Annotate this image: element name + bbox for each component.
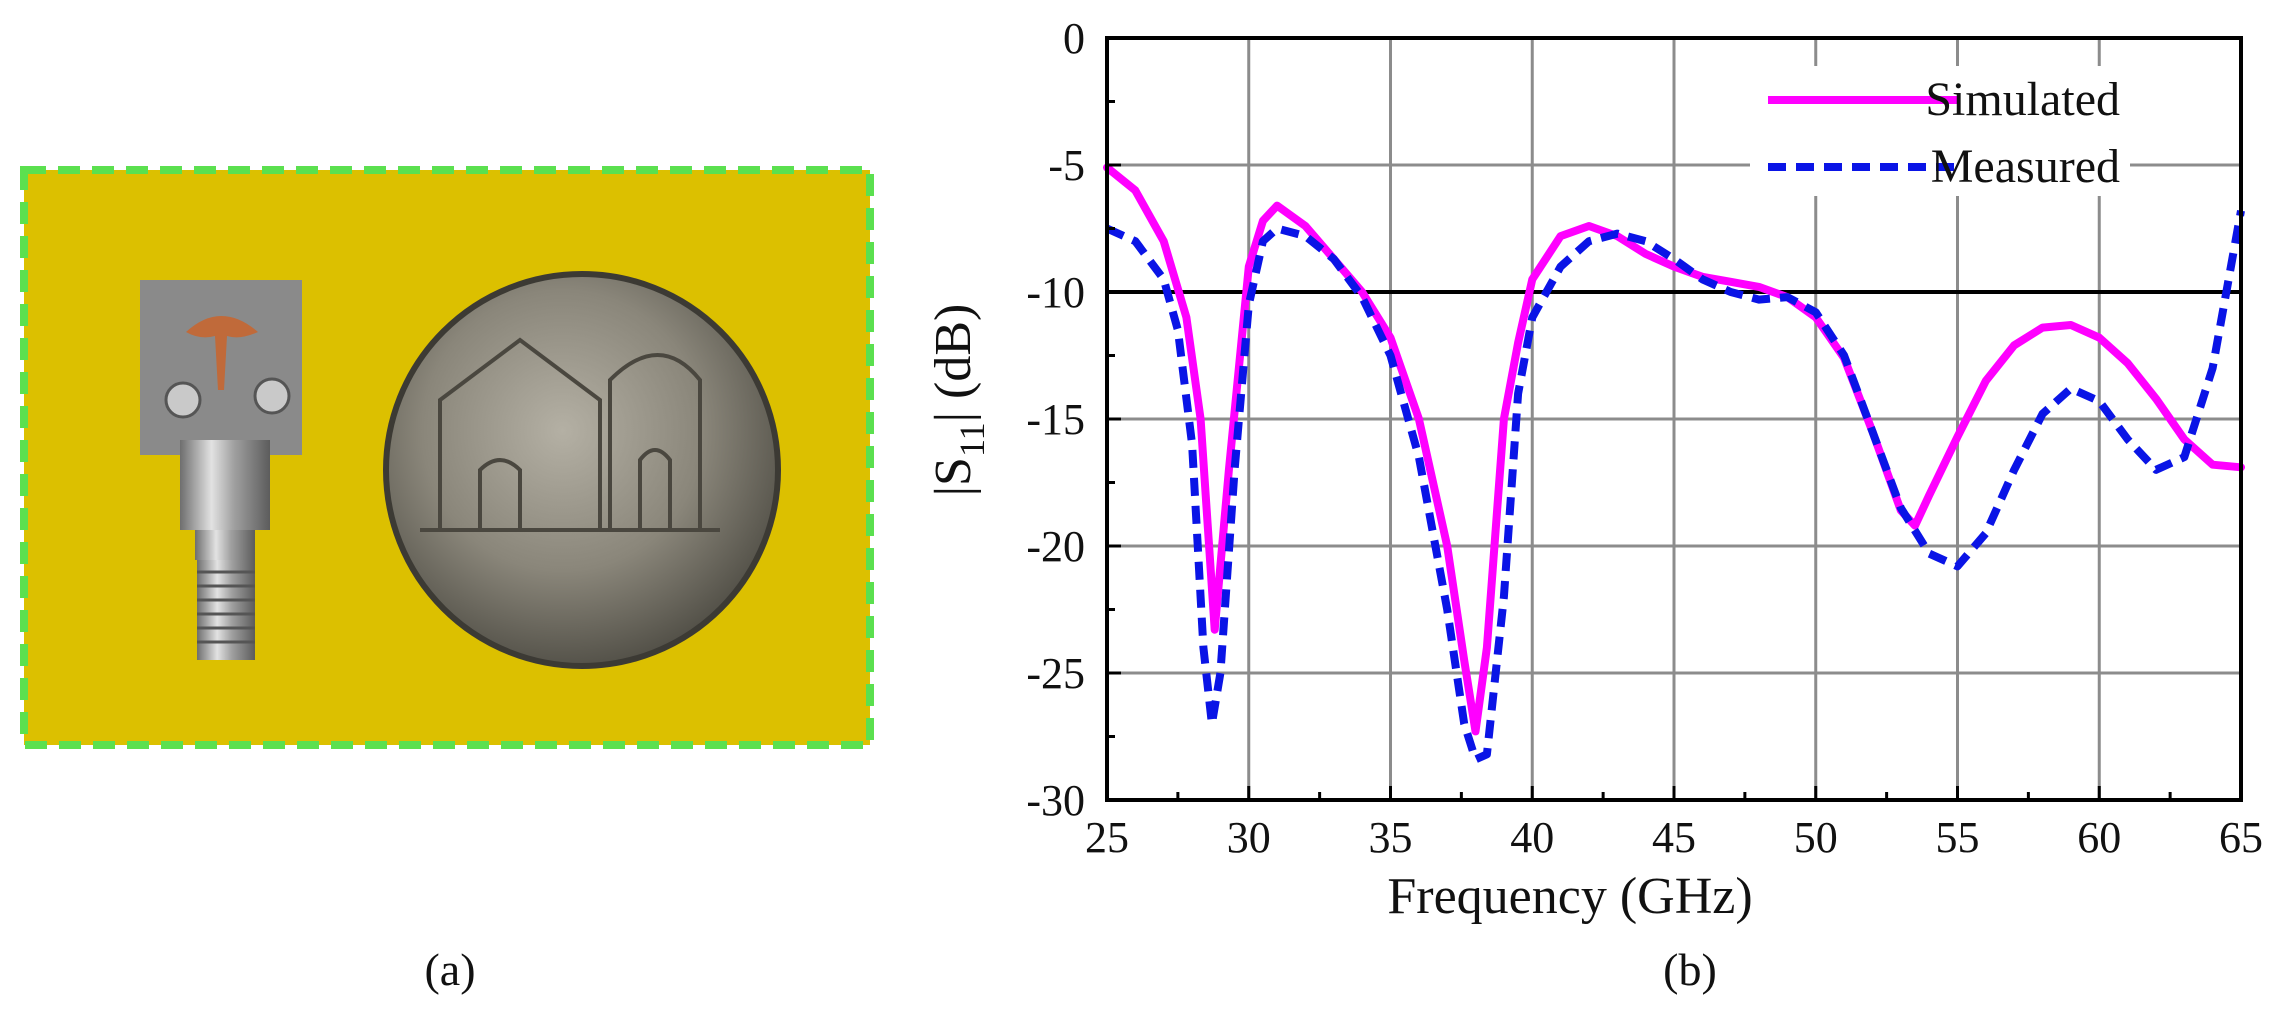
panel-b-caption: (b) [1663, 944, 1717, 995]
panel-a: (a) [0, 0, 900, 1009]
x-tick-label: 50 [1794, 813, 1838, 862]
x-tick-label: 45 [1652, 813, 1696, 862]
x-tick-label: 65 [2219, 813, 2263, 862]
x-tick-label: 55 [1936, 813, 1980, 862]
y-tick-label: 0 [1063, 14, 1085, 63]
panel-b: 25 30 35 40 45 50 55 60 65 0 -5 -10 -15 -20 -25 -30 Fre… [900, 0, 2293, 1009]
screw-left [164, 381, 202, 419]
antenna-patch [186, 316, 258, 390]
legend: Simulated Measured [1750, 66, 2130, 196]
series-layer [1103, 163, 2245, 764]
x-tick-label: 30 [1227, 813, 1271, 862]
sma-connector-thread [197, 560, 255, 660]
y-tick-label: -10 [1026, 268, 1085, 317]
x-tick-label: 25 [1085, 813, 1129, 862]
sma-connector-body [195, 530, 255, 560]
x-axis-label: Frequency (GHz) [1387, 868, 1752, 925]
y-axis-label: |S11| (dB) [925, 304, 992, 497]
series-line-measured [1105, 209, 2245, 764]
s11-chart: 25 30 35 40 45 50 55 60 65 0 -5 -10 -15 -20 -25 -30 Fre… [925, 14, 2263, 995]
coin [383, 271, 781, 669]
y-tick-label: -30 [1026, 776, 1085, 825]
series-line-simulated [1103, 163, 2245, 736]
x-tick-label: 35 [1369, 813, 1413, 862]
legend-box [1750, 66, 2130, 196]
x-tick-label: 40 [1510, 813, 1554, 862]
tick-labels: 25 30 35 40 45 50 55 60 65 0 -5 -10 -15 -20 -25 -30 [1026, 14, 2263, 862]
sma-connector-nut [180, 440, 270, 530]
y-tick-label: -15 [1026, 395, 1085, 444]
coin-engraving [420, 337, 720, 532]
legend-label-simulated: Simulated [1925, 73, 2120, 126]
dashed-border [20, 166, 874, 749]
x-tick-label: 60 [2077, 813, 2121, 862]
antenna-photo: (a) [20, 166, 874, 995]
y-tick-label: -25 [1026, 649, 1085, 698]
thread-lines [197, 570, 255, 644]
panel-a-caption: (a) [424, 944, 475, 995]
screw-right [253, 377, 291, 415]
legend-label-measured: Measured [1931, 140, 2120, 193]
y-tick-label: -20 [1026, 522, 1085, 571]
axes [1105, 36, 2243, 802]
y-tick-label: -5 [1048, 141, 1085, 190]
